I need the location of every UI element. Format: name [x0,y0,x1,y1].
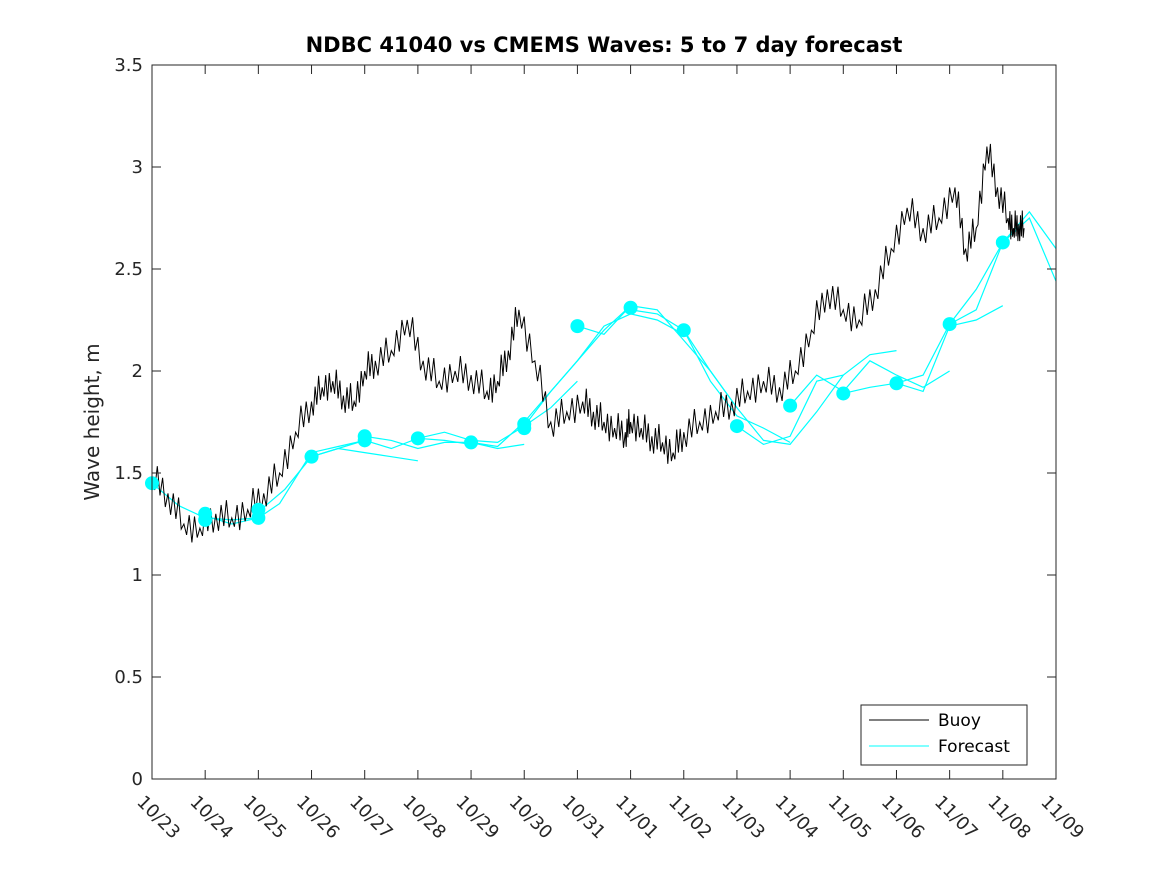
forecast-line [630,309,791,443]
legend-label-forecast: Forecast [938,737,1010,757]
forecast-line [789,360,950,407]
y-tick-label: 1.5 [114,463,143,484]
y-tick-label: 3.5 [114,55,143,76]
legend-label-buoy: Buoy [938,711,981,731]
forecast-marker [304,449,319,464]
forecast-marker [410,431,425,446]
forecast-series [151,210,1057,525]
forecast-line [523,313,685,427]
y-axis-label: Wave height, m [80,343,104,500]
buoy-series [151,143,1025,543]
axes-frame [151,64,1057,780]
forecast-marker [517,421,532,436]
forecast-marker [464,435,479,450]
forecast-marker [942,317,957,332]
forecast-marker [357,433,372,448]
forecast-marker [889,376,904,391]
forecast-marker [623,300,638,315]
forecast-markers [145,235,1010,527]
forecast-line [843,305,1004,394]
forecast-marker [676,323,691,338]
y-tick-label: 2.5 [114,259,143,280]
forecast-marker [995,235,1010,250]
forecast-line [736,350,897,446]
forecast-line [417,380,578,444]
forecast-line [683,329,844,446]
buoy-line [151,143,1025,543]
y-tick-label: 2 [132,361,143,382]
forecast-marker [783,398,798,413]
legend-box [860,704,1028,766]
forecast-line [896,210,1057,384]
chart-title: NDBC 41040 vs CMEMS Waves: 5 to 7 day fo… [306,33,903,57]
y-tick-label: 0 [132,769,143,790]
forecast-line [311,437,472,458]
y-axis: 0 0.5 1 1.5 2 2.5 3 3.5 [114,55,1056,790]
y-tick-label: 3 [132,157,143,178]
forecast-line [205,439,365,525]
forecast-marker [729,419,744,434]
y-tick-label: 0.5 [114,667,143,688]
forecast-marker [251,510,266,525]
legend: Buoy Forecast [860,704,1028,766]
forecast-marker [570,319,585,334]
y-tick-label: 1 [132,565,143,586]
forecast-marker [198,512,213,527]
forecast-line [364,435,525,450]
forecast-marker [836,386,851,401]
